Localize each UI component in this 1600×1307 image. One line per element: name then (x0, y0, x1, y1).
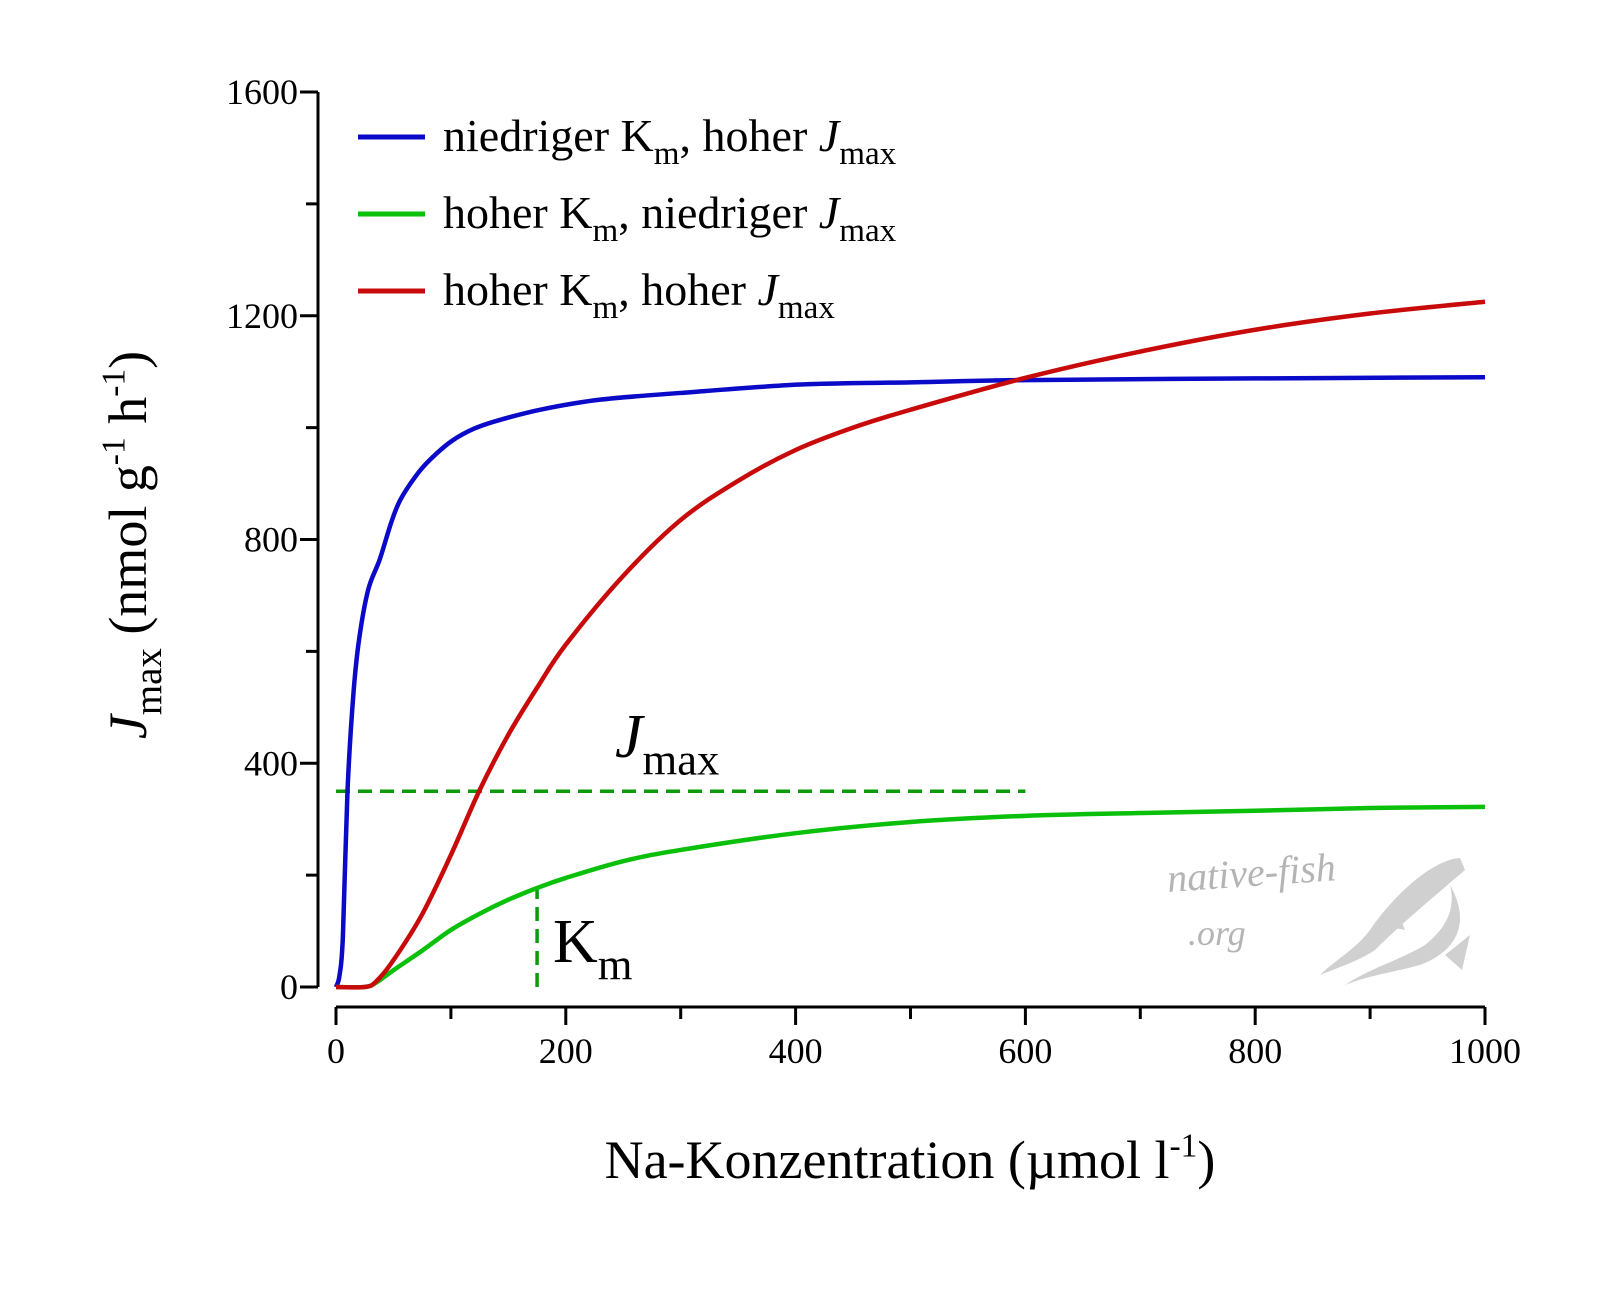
y-axis-label-part: -1 (95, 437, 132, 465)
x-tick-label: 1000 (1449, 1031, 1521, 1071)
legend-label-3-part: m (592, 289, 618, 326)
watermark-text: native-fish (1165, 844, 1337, 901)
legend-label-1-part: m (654, 135, 680, 172)
x-axis-label-part: Na-Konzentration (µmol l (605, 1130, 1170, 1190)
jmax-annotation-label-part: max (643, 734, 720, 784)
watermark-text-org: .org (1188, 913, 1246, 953)
axis-labels: Na-Konzentration (µmol l-1)Jmax (nmol g-… (95, 351, 1215, 1190)
series-lines (333, 299, 1486, 990)
x-axis-label-part: ) (1197, 1130, 1215, 1190)
legend-label-3-part: max (778, 289, 835, 326)
km-annotation-label-part: m (598, 939, 633, 989)
y-axis-label-part: J (98, 712, 158, 739)
series-line-2 (335, 804, 1486, 990)
km-annotation-label-part: K (553, 908, 598, 976)
y-tick-label: 1600 (226, 72, 298, 112)
km-annotation-label: Km (553, 908, 633, 989)
x-tick-label: 600 (998, 1031, 1052, 1071)
jmax-annotation-label-part: J (615, 703, 645, 771)
series-line-3 (335, 299, 1486, 990)
legend-label-2-part: max (839, 212, 896, 249)
x-axis-label: Na-Konzentration (µmol l-1) (605, 1127, 1216, 1190)
y-axis-label-part: max (127, 648, 170, 715)
jmax-annotation-label: Jmax (615, 703, 719, 784)
x-tick-label: 200 (539, 1031, 593, 1071)
axes: 0 200 400 600 800 1000 0 400 800 1200 1600 (226, 72, 1521, 1071)
legend-label-3-part: J (757, 264, 780, 315)
annotations: Jmax Km (336, 703, 1026, 989)
y-tick-label: 800 (244, 520, 298, 560)
watermark: native-fish .org (1165, 844, 1470, 985)
x-tick-label: 0 (327, 1031, 345, 1071)
x-tick-label: 800 (1228, 1031, 1282, 1071)
legend-label-1-part: niedriger K (443, 110, 654, 161)
legend-label-1-part: J (819, 110, 842, 161)
legend-label-2-part: hoher K (443, 187, 592, 238)
x-axis-label-part: -1 (1170, 1127, 1198, 1164)
y-axis-label-part: (nmol g (98, 465, 158, 648)
legend-label-1-part: max (839, 135, 896, 172)
legend-label-2-part: , niedriger (618, 187, 819, 238)
legend-label-1-part: , hoher (680, 110, 819, 161)
legend-label-3-part: hoher K (443, 264, 592, 315)
legend-label-3: hoher Km, hoher Jmax (443, 264, 835, 326)
fish-icon (1320, 858, 1470, 985)
y-tick-label: 1200 (226, 296, 298, 336)
series-line-1 (333, 375, 1486, 988)
x-tick-label: 400 (769, 1031, 823, 1071)
legend-label-2-part: J (819, 187, 842, 238)
legend-label-2: hoher Km, niedriger Jmax (443, 187, 897, 249)
y-axis-label: Jmax (nmol g-1 h-1) (95, 351, 170, 739)
y-axis-label-part: ) (98, 351, 158, 369)
y-tick-label: 0 (280, 967, 298, 1007)
y-axis-label-part: h (98, 397, 158, 438)
legend-label-2-part: m (592, 212, 618, 249)
y-tick-label: 400 (244, 743, 298, 783)
legend-label-3-part: , hoher (618, 264, 757, 315)
legend-label-1: niedriger Km, hoher Jmax (443, 110, 897, 172)
y-axis-label-part: -1 (95, 369, 132, 397)
